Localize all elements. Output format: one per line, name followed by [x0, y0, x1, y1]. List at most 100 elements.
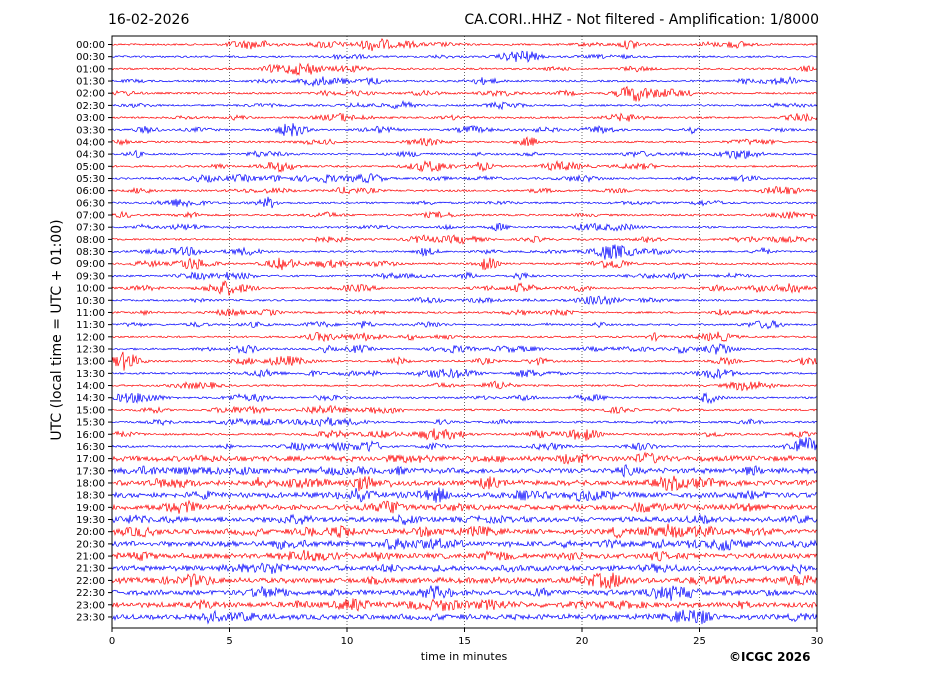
y-tick-label: 09:00	[76, 259, 105, 270]
plot-frame	[111, 35, 818, 629]
y-tick-label: 11:00	[76, 308, 105, 319]
trace-line	[111, 343, 818, 355]
trace-line	[111, 308, 818, 317]
trace-line	[111, 112, 818, 122]
y-tick-label: 09:30	[76, 271, 105, 282]
y-tick-label: 13:00	[76, 357, 105, 368]
trace-line	[111, 437, 818, 453]
y-tick-label: 12:00	[76, 332, 105, 343]
trace-line	[111, 271, 818, 281]
y-tick-label: 20:00	[76, 527, 105, 538]
y-tick-label: 04:30	[76, 150, 105, 161]
trace-line	[111, 404, 818, 415]
y-tick-label: 23:30	[76, 612, 105, 623]
trace-line	[111, 123, 818, 137]
y-tick-label: 11:30	[76, 320, 105, 331]
trace-line	[111, 549, 818, 562]
trace-line	[111, 464, 818, 478]
y-tick-label: 03:30	[76, 125, 105, 136]
trace-line	[111, 136, 818, 147]
trace-line	[111, 159, 818, 173]
y-tick-label: 12:30	[76, 345, 105, 356]
x-tick-label: 5	[226, 636, 232, 647]
y-tick-label: 16:00	[76, 430, 105, 441]
trace-line	[111, 392, 818, 405]
y-tick-label: 05:00	[76, 162, 105, 173]
x-tick-label: 30	[811, 636, 824, 647]
y-tick-label: 17:30	[76, 466, 105, 477]
y-tick-label: 22:00	[76, 576, 105, 587]
trace-line	[111, 99, 818, 111]
trace-line	[111, 76, 818, 88]
y-tick-label: 08:30	[76, 247, 105, 258]
x-tick-label: 20	[576, 636, 589, 647]
trace-line	[111, 280, 818, 296]
trace-line	[111, 499, 818, 514]
y-tick-label: 10:30	[76, 296, 105, 307]
trace-line	[111, 513, 818, 526]
y-tick-label: 21:00	[76, 552, 105, 563]
trace-line	[111, 234, 818, 245]
x-tick-label: 25	[693, 636, 706, 647]
trace-line	[111, 572, 818, 590]
y-tick-label: 07:30	[76, 223, 105, 234]
trace-line	[111, 416, 818, 427]
y-tick-label: 08:00	[76, 235, 105, 246]
y-tick-label: 02:30	[76, 101, 105, 112]
y-tick-label: 14:00	[76, 381, 105, 392]
trace-line	[111, 487, 818, 503]
chart-title: CA.CORI..HHZ - Not filtered - Amplificat…	[464, 12, 819, 28]
trace-line	[111, 380, 818, 392]
y-axis-label: UTC (local time = UTC + 01:00)	[49, 219, 65, 441]
y-tick-label: 07:00	[76, 211, 105, 222]
grid-lines	[229, 36, 700, 628]
trace-line	[111, 475, 818, 492]
trace-line	[111, 598, 818, 612]
trace-line	[111, 351, 818, 371]
y-tick-label: 00:30	[76, 52, 105, 63]
trace-line	[111, 331, 818, 343]
x-tick-label: 15	[458, 636, 471, 647]
y-tick-label: 01:00	[76, 64, 105, 75]
trace-line	[111, 222, 818, 232]
trace-line	[111, 196, 818, 209]
y-tick-label: 18:30	[76, 491, 105, 502]
trace-line	[111, 319, 818, 330]
y-tick-label: 04:00	[76, 137, 105, 148]
trace-line	[111, 149, 818, 160]
y-tick-label: 19:00	[76, 503, 105, 514]
y-tick-label: 15:00	[76, 405, 105, 416]
trace-line	[111, 50, 818, 63]
trace-lines	[111, 37, 818, 625]
trace-line	[111, 451, 818, 465]
trace-line	[111, 295, 818, 306]
copyright-label: ©ICGC 2026	[729, 650, 811, 664]
date-label: 16-02-2026	[108, 12, 190, 28]
y-tick-label: 14:30	[76, 393, 105, 404]
trace-line	[111, 210, 818, 219]
y-tick-label: 06:30	[76, 198, 105, 209]
y-tick-label: 03:00	[76, 113, 105, 124]
trace-line	[111, 562, 818, 575]
trace-line	[111, 185, 818, 195]
x-tick-label: 0	[109, 636, 115, 647]
y-tick-label: 02:00	[76, 89, 105, 100]
y-tick-label: 17:00	[76, 454, 105, 465]
y-tick-label: 22:30	[76, 588, 105, 599]
trace-line	[111, 428, 818, 441]
y-tick-label: 23:00	[76, 600, 105, 611]
trace-line	[111, 609, 818, 625]
x-tick-label: 10	[341, 636, 354, 647]
trace-line	[111, 523, 818, 539]
trace-line	[111, 537, 818, 552]
y-tick-label: 16:30	[76, 442, 105, 453]
y-tick-label: 10:00	[76, 284, 105, 295]
x-tick-labels: 0 5 10 15 20 25 30	[109, 628, 824, 647]
trace-line	[111, 173, 818, 184]
y-tick-label: 19:30	[76, 515, 105, 526]
y-tick-label: 13:30	[76, 369, 105, 380]
y-tick-label: 05:30	[76, 174, 105, 185]
y-tick-label: 21:30	[76, 564, 105, 575]
